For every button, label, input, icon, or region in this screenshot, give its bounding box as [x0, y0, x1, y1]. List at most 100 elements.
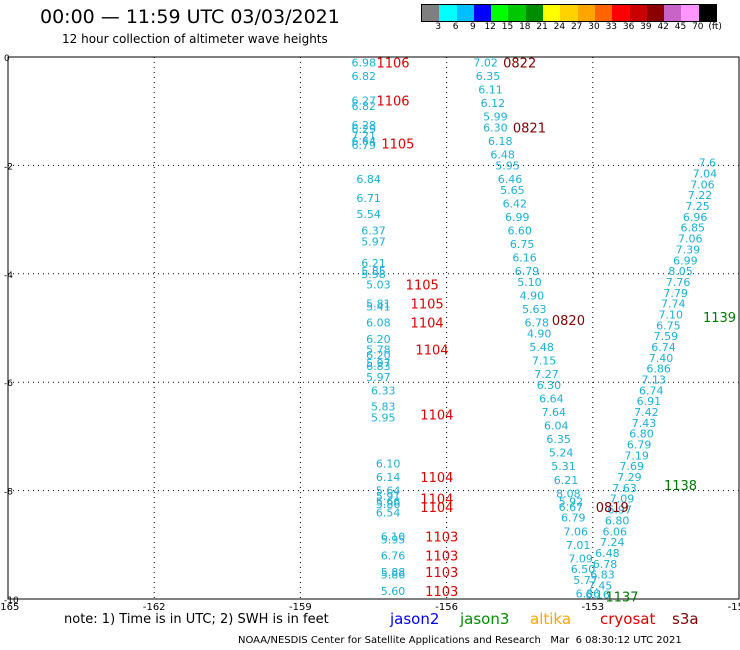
pass-time-label: 1103 — [425, 550, 458, 565]
pass-time-label: 0819 — [596, 501, 629, 516]
wave-height-value: 7.09 — [610, 493, 635, 506]
color-swatch — [664, 5, 682, 21]
wave-height-value: 6.30 — [483, 121, 508, 134]
wave-height-value: 6.18 — [488, 135, 513, 148]
wave-height-value: 8.05 — [668, 265, 693, 278]
pass-time-label: 1106 — [376, 94, 409, 109]
wave-height-value: 5.97 — [361, 235, 386, 248]
wave-height-value: 5.99 — [483, 111, 508, 124]
wave-height-value: 6.46 — [498, 173, 523, 186]
wave-height-value: 7.76 — [666, 276, 691, 289]
wave-height-value: 6.37 — [361, 224, 386, 237]
wave-height-value: 6.27 — [352, 94, 377, 107]
y-tick-label: -4 — [4, 271, 13, 281]
color-scale-label: 36 — [622, 22, 635, 32]
color-scale-labels: 3 6 9 12 15 18 21 24 27 30 33 36 39 42 45 70 (ft) — [421, 22, 740, 34]
wave-height-value: 6.29 — [352, 123, 377, 136]
wave-height-value: 5.10 — [517, 276, 542, 289]
pass-time-label: 1103 — [425, 531, 458, 546]
wave-height-value: 7.06 — [678, 233, 703, 246]
pass-time-label: 0820 — [552, 314, 585, 329]
color-swatch — [577, 5, 595, 21]
pass-time-label: 1105 — [381, 138, 414, 153]
wave-height-value: 6.42 — [503, 197, 528, 210]
wave-height-value: 6.10 — [376, 458, 401, 471]
wave-height-value: 6.35 — [546, 433, 571, 446]
color-scale-label: 70 — [692, 22, 704, 32]
pass-time-label: 1104 — [420, 501, 453, 516]
wave-height-value: 5.78 — [366, 344, 391, 357]
color-scale-label: 9 — [470, 22, 476, 32]
credit-line: NOAA/NESDIS Center for Satellite Applica… — [238, 635, 682, 646]
mission-label-jason3: jason3 — [460, 610, 510, 628]
wave-height-value: 7.21 — [352, 130, 377, 143]
wave-height-value: 5.64 — [376, 485, 401, 498]
wave-height-value: 5.48 — [529, 341, 554, 354]
wave-height-value: 7.24 — [600, 536, 625, 549]
pass-time-label: 1105 — [411, 298, 444, 313]
pass-time-label: 1139 — [703, 311, 736, 326]
wave-height-value: 6.86 — [576, 588, 601, 601]
color-swatch — [698, 5, 717, 21]
wave-height-value: 6.76 — [381, 550, 406, 563]
x-tick-label: -165 — [0, 602, 19, 610]
wave-height-value: 7.27 — [534, 368, 559, 381]
pass-time-label: 1138 — [664, 479, 697, 494]
wave-height-value: 7.25 — [685, 200, 710, 213]
wave-height-value: 6.33 — [371, 384, 396, 397]
page-title: 00:00 — 11:59 UTC 03/03/2021 — [40, 6, 340, 28]
color-swatch — [612, 5, 630, 21]
color-scale-label: 3 — [435, 22, 442, 32]
y-tick-label: -10 — [4, 596, 19, 606]
wave-height-value: 6.20 — [366, 333, 391, 346]
wave-height-value: 5.85 — [361, 265, 386, 278]
pass-time-label: 1137 — [605, 590, 638, 605]
wave-height-value: 7.06 — [690, 178, 715, 191]
pass-time-label: 1105 — [406, 279, 439, 294]
footer-note: note: 1) Time is in UTC; 2) SWH is in fe… — [64, 612, 329, 627]
pass-time-label: 0822 — [503, 56, 536, 71]
wave-height-value: 6.35 — [476, 70, 501, 83]
color-swatch — [560, 5, 578, 21]
wave-height-value: 6.06 — [602, 525, 627, 538]
color-swatch — [543, 5, 561, 21]
wave-height-value: 5.95 — [495, 159, 520, 172]
wave-height-value: 6.48 — [490, 149, 515, 162]
wave-height-value: 6.74 — [639, 384, 664, 397]
color-swatch — [629, 5, 647, 21]
pass-time-label: 1103 — [425, 566, 458, 581]
pass-time-label: 1106 — [376, 56, 409, 71]
x-tick-label: -150 — [728, 602, 740, 610]
wave-height-value: 6.84 — [356, 173, 381, 186]
wave-height-value: 5.54 — [356, 208, 381, 221]
wave-height-value: 5.95 — [381, 533, 406, 546]
wave-height-value: 6.54 — [376, 506, 401, 519]
wave-height-value: 6.78 — [593, 558, 618, 571]
wave-height-value: 5.24 — [549, 447, 574, 460]
wave-height-value: 5.31 — [551, 460, 576, 473]
x-tick-label: -162 — [143, 602, 166, 610]
wave-height-value: 7.6 — [699, 157, 717, 170]
color-scale-label: 12 — [484, 22, 496, 32]
wave-height-value: 5.95 — [371, 411, 396, 424]
color-swatch — [491, 5, 509, 21]
color-scale-label: 30 — [588, 22, 600, 32]
pass-time-label: 0821 — [513, 121, 546, 136]
wave-height-value: 6.78 — [525, 317, 550, 330]
wave-height-value: 5.58 — [361, 268, 386, 281]
color-swatch — [422, 5, 440, 21]
color-swatch — [525, 5, 544, 21]
mission-label-altika: altika — [530, 610, 572, 628]
wave-height-value: 6.96 — [683, 211, 708, 224]
x-tick-label: -159 — [289, 602, 312, 610]
color-swatch — [681, 5, 699, 21]
wave-height-value: 6.71 — [356, 192, 381, 205]
wave-height-value: 6.99 — [673, 254, 698, 267]
wave-height-value: 5.86 — [381, 569, 406, 582]
wave-height-value: 6.99 — [505, 211, 530, 224]
color-scale-label: 33 — [605, 22, 618, 32]
mission-label-s3a: s3a — [672, 610, 699, 628]
color-scale-label: (ft) — [708, 22, 722, 32]
wave-height-value: 6.20 — [366, 349, 391, 362]
wave-height-value: 6.16 — [585, 589, 610, 602]
